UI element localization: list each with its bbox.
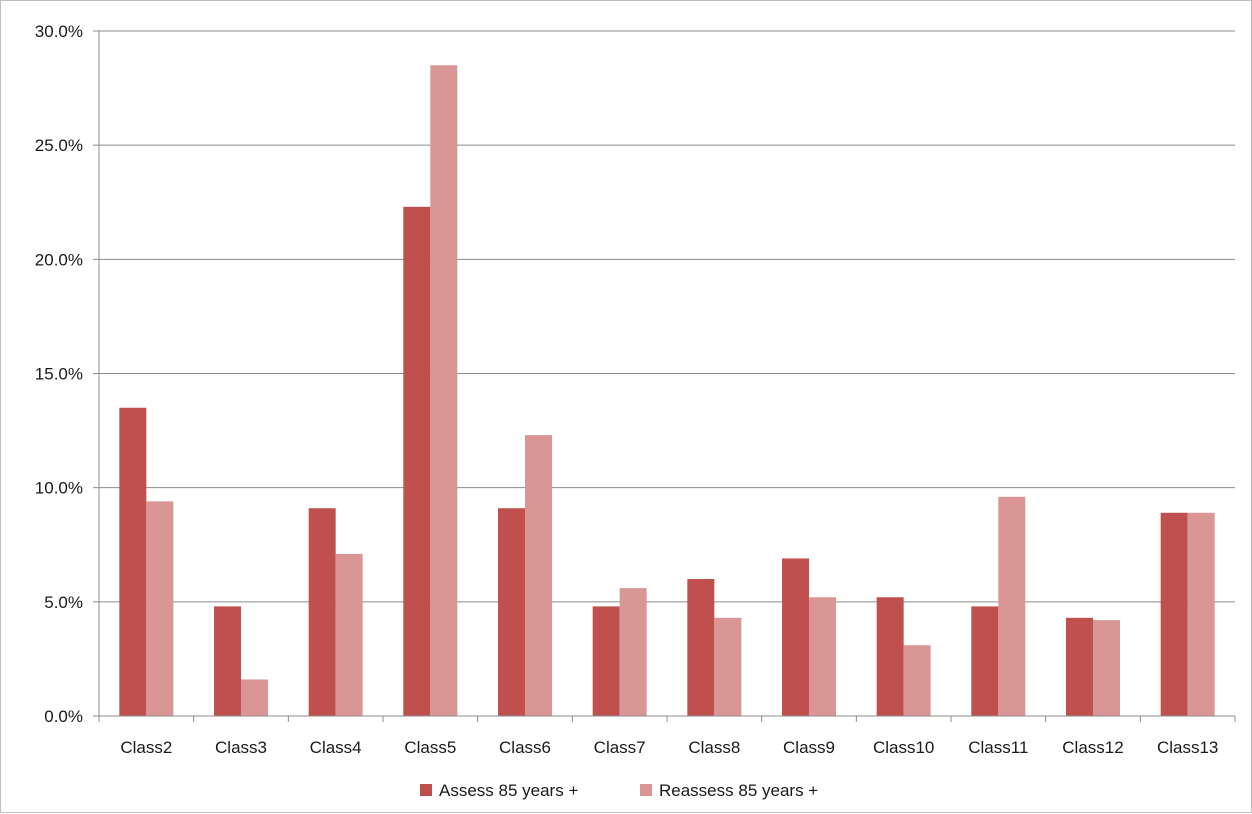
x-tick-label: Class2 [120, 738, 172, 757]
legend-swatch-reassess [640, 784, 652, 796]
x-tick-label: Class4 [310, 738, 362, 757]
x-axis-tick-labels: Class2 Class3 Class4 Class5 Class6 Class7 Clas… [120, 738, 1218, 757]
bar-assess-class3 [214, 606, 241, 716]
bar-assess-class13 [1160, 512, 1188, 716]
axes [98, 31, 1236, 722]
bar-reassess-class12 [1093, 620, 1120, 716]
x-tick-label: Class8 [688, 738, 740, 757]
y-tick-label: 20.0% [35, 250, 83, 269]
x-tick-label: Class12 [1062, 738, 1123, 757]
legend-label-reassess: Reassess 85 years + [659, 781, 818, 800]
x-tick-label: Class10 [873, 738, 934, 757]
legend: Assess 85 years + Reassess 85 years + [420, 781, 818, 800]
bar-assess-class9 [782, 558, 809, 716]
y-tick-label: 25.0% [35, 136, 83, 155]
y-tick-label: 30.0% [35, 22, 83, 41]
x-tick-label: Class11 [968, 738, 1028, 757]
x-tick-label: Class3 [215, 738, 267, 757]
bar-reassess-class10 [903, 645, 931, 716]
y-axis-tick-labels: 0.0% 5.0% 10.0% 15.0% 20.0% 25.0% 30.0% [35, 22, 83, 726]
bar-reassess-class13 [1187, 512, 1215, 716]
y-tick-label: 10.0% [35, 479, 83, 498]
bar-assess-class10 [876, 597, 904, 716]
bar-reassess-class9 [809, 597, 836, 716]
x-tick-label: Class6 [499, 738, 551, 757]
bar-reassess-class4 [335, 553, 363, 716]
legend-swatch-assess [420, 784, 432, 796]
gridlines [93, 30, 1235, 717]
bar-assess-class12 [1066, 617, 1093, 716]
x-tick-label: Class5 [404, 738, 456, 757]
x-tick-label: Class9 [783, 738, 835, 757]
x-tick-label: Class7 [594, 738, 646, 757]
bar-assess-class7 [592, 606, 620, 716]
y-tick-label: 0.0% [44, 707, 83, 726]
y-tick-label: 15.0% [35, 365, 83, 384]
bar-reassess-class5 [430, 65, 458, 716]
legend-label-assess: Assess 85 years + [439, 781, 578, 800]
bar-assess-class8 [687, 579, 715, 716]
bar-assess-class6 [498, 508, 525, 716]
bar-reassess-class7 [619, 588, 647, 716]
bar-reassess-class6 [525, 435, 552, 716]
bar-assess-class2 [119, 407, 147, 716]
x-tick-label: Class13 [1157, 738, 1218, 757]
bar-reassess-class2 [146, 501, 174, 716]
bar-reassess-class8 [714, 617, 742, 716]
bar-assess-class5 [403, 206, 431, 717]
y-tick-label: 5.0% [44, 593, 83, 612]
bar-reassess-class11 [998, 496, 1026, 716]
bar-assess-class11 [971, 606, 999, 716]
bar-assess-class4 [308, 508, 336, 716]
bar-reassess-class3 [241, 679, 268, 716]
bars [119, 65, 1215, 717]
